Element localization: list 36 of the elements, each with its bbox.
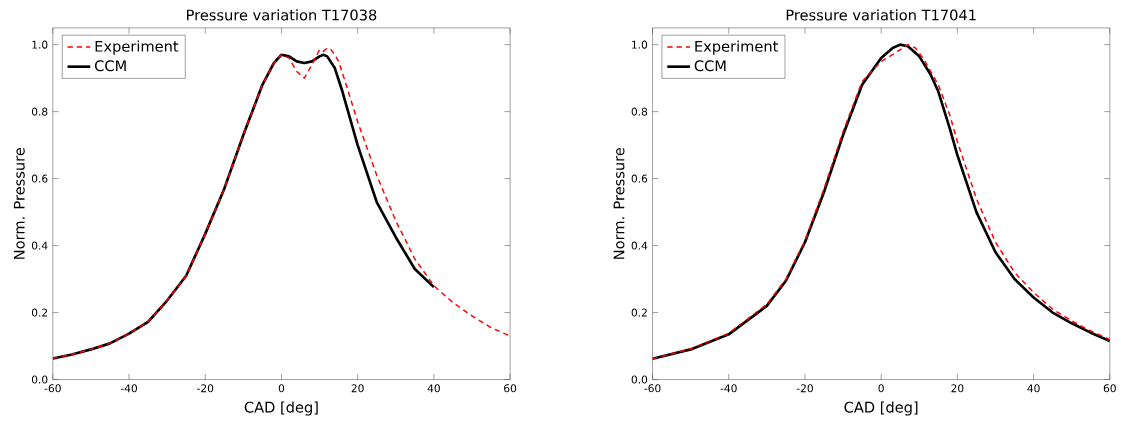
chart-title: Pressure variation T17038 xyxy=(187,9,377,21)
x-tick-label: 0 xyxy=(278,384,285,393)
y-tick-label: 1.0 xyxy=(632,40,648,49)
x-tick-label: 60 xyxy=(1103,384,1116,393)
legend-label: Experiment xyxy=(695,40,778,55)
x-tick-label: -40 xyxy=(720,384,737,393)
y-tick-label: 0.2 xyxy=(31,308,48,317)
x-tick-label: 40 xyxy=(1027,384,1040,393)
y-tick-label: 0.8 xyxy=(631,107,648,116)
y-tick-label: 0.6 xyxy=(631,174,648,183)
y-tick-label: 0.0 xyxy=(631,375,648,384)
y-tick-label: 0.4 xyxy=(631,241,648,250)
x-tick-label: 0 xyxy=(878,384,884,393)
y-tick-label: 0.2 xyxy=(631,308,647,317)
legend-label: CCM xyxy=(95,60,126,72)
y-tick-label: 1.0 xyxy=(32,40,48,49)
y-axis-title: Norm. Pressure xyxy=(13,147,25,259)
legend-label: Experiment xyxy=(95,40,179,55)
y-axis-title: Norm. Pressure xyxy=(613,147,625,259)
chart-title: Pressure variation T17041 xyxy=(786,9,976,21)
x-tick-label: -20 xyxy=(197,384,214,393)
x-tick-label: 40 xyxy=(427,384,440,393)
x-tick-label: -20 xyxy=(796,384,813,393)
y-tick-label: 0.0 xyxy=(31,375,48,384)
x-tick-label: -60 xyxy=(644,384,661,393)
x-tick-label: 20 xyxy=(951,384,964,393)
x-tick-label: 20 xyxy=(351,384,364,393)
x-axis-title: CAD [deg] xyxy=(244,401,318,416)
y-tick-label: 0.8 xyxy=(31,107,48,116)
y-tick-label: 0.6 xyxy=(31,174,48,183)
legend-label: CCM xyxy=(694,60,726,72)
x-tick-label: -40 xyxy=(120,384,137,393)
x-tick-label: -60 xyxy=(44,384,61,393)
x-tick-label: 60 xyxy=(504,384,517,393)
x-axis-title: CAD [deg] xyxy=(844,401,918,416)
y-tick-label: 0.4 xyxy=(31,241,48,250)
